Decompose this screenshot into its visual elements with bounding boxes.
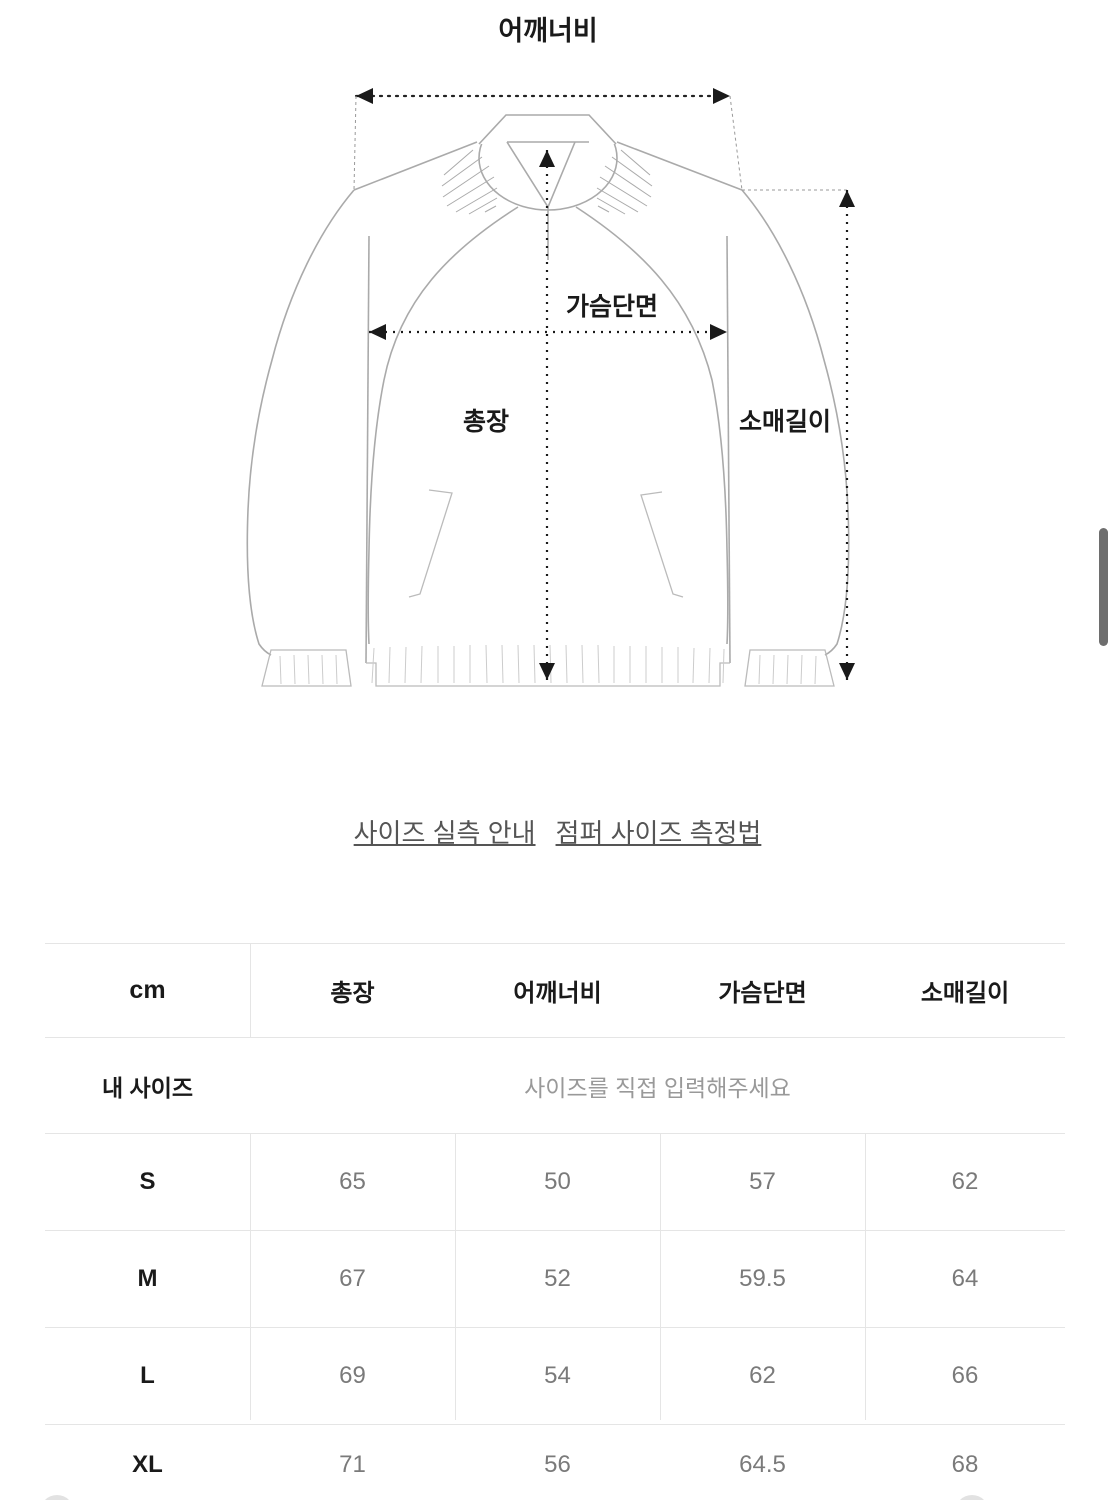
svg-text:소매길이: 소매길이 xyxy=(739,408,831,436)
svg-text:어깨너비: 어깨너비 xyxy=(498,16,597,46)
svg-text:총장: 총장 xyxy=(463,408,509,436)
svg-text:가슴단면: 가슴단면 xyxy=(566,293,658,321)
